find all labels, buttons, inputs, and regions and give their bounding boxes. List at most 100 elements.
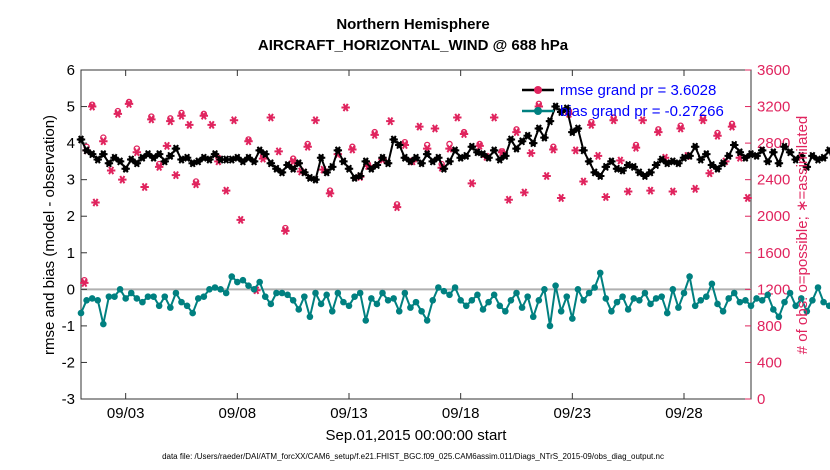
obs-assimilated-marker [520,188,529,197]
rmse-point-dot [798,152,805,159]
bias-point [524,293,531,300]
bias-point [373,300,381,308]
bias-point [658,293,665,300]
bias-point [462,302,470,310]
rmse-point-dot [100,151,107,158]
bias-point [820,298,827,306]
rmse-point-dot [357,173,364,180]
obs-possible-marker [81,276,88,284]
obs-assimilated-marker [467,179,477,188]
bias-point [217,286,224,293]
obs-assimilated-marker [341,103,350,112]
rmse-point-dot [725,152,732,159]
bias-point [630,295,638,302]
rmse-point-dot [346,165,352,172]
obs-possible-marker [245,136,252,143]
bias-point [440,287,448,295]
rmse-point-dot [792,156,799,163]
obs-assimilated-marker [579,177,588,186]
rmse-point-dot [597,173,604,180]
obs-assimilated-marker [430,124,440,133]
bias-point [803,307,811,315]
bias-point [412,298,420,306]
rmse-point-dot [167,152,174,159]
bias-point [619,293,626,300]
y-right-tick-label: 3600 [757,62,790,79]
y-left-tick-label: 4 [67,135,75,152]
x-tick-label: 09/18 [442,405,480,422]
obs-possible-marker [550,143,557,151]
rmse-point-dot [390,136,397,143]
bias-point [418,307,425,315]
obs-possible-marker [498,148,506,155]
obs-possible-marker [714,129,721,137]
bias-point [574,286,582,293]
rmse-point-dot [340,158,347,165]
rmse-point-dot [563,105,570,112]
rmse-point-dot [279,169,285,176]
obs-possible-marker [699,114,707,121]
rmse-point-dot [284,162,291,169]
rmse-point-dot [502,152,509,159]
bias-point [334,289,342,297]
bias-point [652,295,660,302]
obs-possible-marker [88,101,96,108]
obs-assimilated-marker [556,193,566,203]
bias-point [580,297,587,304]
rmse-point-dot [468,143,475,150]
bias-point [680,289,688,297]
bias-point [507,297,515,304]
rmse-point-dot [150,154,157,161]
rmse-point-dot [653,162,660,169]
obs-possible-marker [167,115,174,122]
x-tick-label: 09/03 [107,405,145,422]
obs-possible-marker [371,128,378,136]
bias-point [552,282,559,289]
bias-point [401,289,409,297]
obs-possible-marker [728,120,736,128]
bias-point [133,295,141,302]
bias-point [150,293,157,300]
rmse-point-dot [686,152,693,159]
rmse-point-dot [826,147,830,154]
rmse-point-dot [524,132,531,139]
rmse-point-dot [83,147,90,154]
obs-assimilated-marker [743,193,752,203]
obs-possible-marker [125,98,133,106]
rmse-point-dot [312,176,319,183]
bias-point [317,300,325,308]
rmse-point-dot [329,163,336,170]
rmse-point-dot [206,156,213,163]
y-left-tick-label: -2 [62,354,75,371]
rmse-point-dot [787,149,794,156]
obs-possible-marker [610,114,617,121]
bias-point [797,295,805,302]
bias-point [228,273,236,280]
bias-point [697,297,705,304]
bias-point [206,286,213,293]
bias-point [328,307,336,315]
bias-point [127,289,135,297]
bias-point [94,297,102,304]
obs-possible-marker [114,107,122,115]
bias-point [764,291,772,299]
obs-assimilated-marker [274,147,283,156]
rmse-point-dot [770,149,777,156]
obs-possible-marker [423,141,431,149]
rmse-point-dot [234,154,241,161]
rmse-point-dot [697,156,704,163]
y-left-tick-label: 0 [67,281,75,298]
obs-assimilated-marker [99,137,108,146]
obs-assimilated-marker [542,171,551,181]
obs-assimilated-marker [185,120,194,129]
bias-point [284,291,291,299]
y-left-tick-label: -1 [62,318,75,335]
bias-point [809,297,816,304]
bias-point [105,293,113,300]
bias-point [100,320,107,328]
bias-point [825,302,830,310]
rmse-point-dot [647,169,654,176]
rmse-point-dot [385,160,392,167]
x-axis: 09/03 09/08 09/13 09/18 09/23 09/28 [107,70,703,422]
